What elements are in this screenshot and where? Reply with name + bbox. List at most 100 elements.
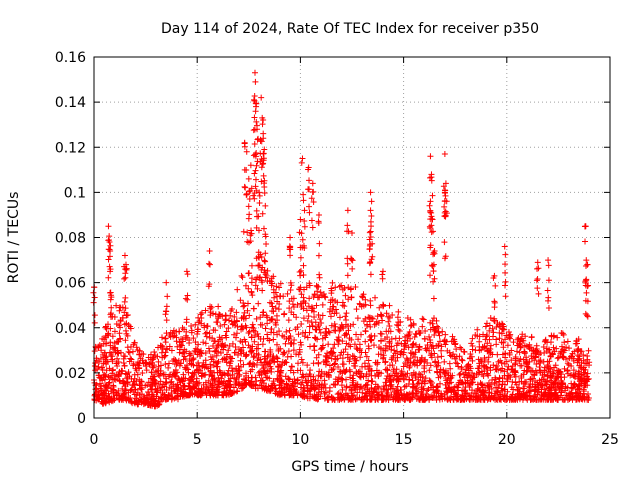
data-point bbox=[387, 378, 394, 385]
data-point bbox=[296, 268, 303, 275]
data-point bbox=[438, 353, 445, 360]
data-point bbox=[489, 325, 496, 332]
data-point bbox=[181, 346, 188, 353]
data-point bbox=[365, 357, 372, 364]
data-point bbox=[309, 180, 316, 187]
data-point bbox=[150, 364, 157, 371]
data-point bbox=[185, 377, 192, 384]
data-point bbox=[263, 374, 270, 381]
data-point bbox=[255, 351, 262, 358]
data-point bbox=[357, 331, 364, 338]
data-point bbox=[395, 378, 402, 385]
data-point bbox=[190, 355, 197, 362]
data-point bbox=[119, 393, 126, 400]
data-point bbox=[491, 394, 498, 401]
data-point bbox=[426, 367, 433, 374]
data-point bbox=[158, 384, 165, 391]
data-point bbox=[268, 326, 275, 333]
data-point bbox=[362, 349, 369, 356]
data-point bbox=[476, 347, 483, 354]
data-point bbox=[206, 281, 213, 288]
data-point bbox=[367, 258, 374, 265]
data-point bbox=[162, 339, 169, 346]
data-point bbox=[427, 244, 434, 251]
data-point bbox=[262, 250, 269, 257]
data-point bbox=[125, 396, 132, 403]
data-point bbox=[484, 347, 491, 354]
data-point bbox=[301, 223, 308, 230]
data-point bbox=[174, 393, 181, 400]
data-point bbox=[297, 284, 304, 291]
data-point bbox=[293, 351, 300, 358]
data-point bbox=[121, 363, 128, 370]
data-point bbox=[578, 348, 585, 355]
data-point bbox=[581, 393, 588, 400]
data-point bbox=[195, 319, 202, 326]
data-point bbox=[202, 371, 209, 378]
data-point bbox=[218, 379, 225, 386]
data-point bbox=[318, 368, 325, 375]
data-point bbox=[583, 312, 590, 319]
data-point bbox=[362, 390, 369, 397]
data-point bbox=[206, 334, 213, 341]
axis-ticks bbox=[93, 56, 611, 419]
data-point bbox=[131, 339, 138, 346]
data-point bbox=[483, 370, 490, 377]
data-point bbox=[340, 349, 347, 356]
data-point bbox=[308, 217, 315, 224]
data-point bbox=[155, 398, 162, 405]
data-point bbox=[107, 266, 114, 273]
data-point bbox=[458, 365, 465, 372]
data-point bbox=[256, 189, 263, 196]
data-point bbox=[182, 334, 189, 341]
data-point bbox=[427, 272, 434, 279]
data-point bbox=[142, 400, 149, 407]
data-point bbox=[410, 381, 417, 388]
data-point bbox=[257, 356, 264, 363]
data-point bbox=[419, 386, 426, 393]
y-tick-label: 0.04 bbox=[55, 321, 86, 337]
data-point bbox=[364, 382, 371, 389]
data-point bbox=[310, 188, 317, 195]
data-point bbox=[356, 384, 363, 391]
data-point bbox=[255, 249, 262, 256]
data-point bbox=[351, 353, 358, 360]
data-point bbox=[250, 192, 257, 199]
data-point bbox=[486, 336, 493, 343]
data-point bbox=[501, 386, 508, 393]
data-point bbox=[246, 360, 253, 367]
data-point bbox=[317, 316, 324, 323]
data-point bbox=[441, 370, 448, 377]
data-point bbox=[379, 275, 386, 282]
data-point bbox=[431, 332, 438, 339]
data-point bbox=[368, 213, 375, 220]
data-point bbox=[283, 328, 290, 335]
data-point bbox=[480, 331, 487, 338]
data-point bbox=[295, 331, 302, 338]
data-point bbox=[434, 383, 441, 390]
data-point bbox=[244, 229, 251, 236]
data-point bbox=[466, 355, 473, 362]
data-point bbox=[379, 268, 386, 275]
data-point bbox=[241, 139, 248, 146]
data-point bbox=[269, 356, 276, 363]
data-point bbox=[273, 388, 280, 395]
data-point bbox=[306, 329, 313, 336]
data-point bbox=[277, 373, 284, 380]
data-point bbox=[300, 262, 307, 269]
data-point bbox=[441, 151, 448, 158]
data-point bbox=[292, 326, 299, 333]
data-point bbox=[298, 356, 305, 363]
data-point bbox=[357, 354, 364, 361]
data-point bbox=[199, 362, 206, 369]
data-point bbox=[298, 381, 305, 388]
data-point bbox=[291, 383, 298, 390]
data-point bbox=[528, 368, 535, 375]
data-point bbox=[119, 378, 126, 385]
data-point bbox=[306, 323, 313, 330]
data-point bbox=[427, 337, 434, 344]
data-point bbox=[393, 395, 400, 402]
data-point bbox=[233, 330, 240, 337]
data-point bbox=[348, 294, 355, 301]
data-point bbox=[340, 361, 347, 368]
